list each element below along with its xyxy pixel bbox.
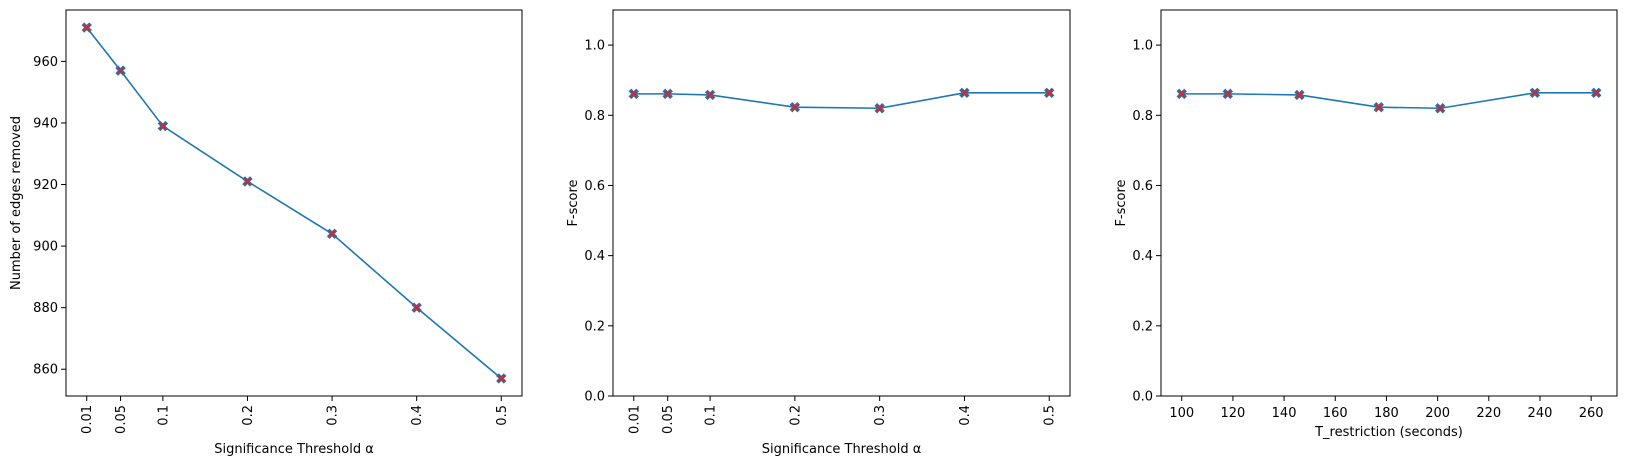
x-tick-label: 220 bbox=[1476, 406, 1501, 421]
x-tick-label: 0.4 bbox=[958, 405, 973, 426]
data-point-marker bbox=[1373, 101, 1384, 113]
data-point-marker bbox=[1529, 87, 1541, 99]
x-tick-label: 180 bbox=[1374, 406, 1399, 421]
data-point-marker bbox=[959, 87, 970, 99]
data-point-marker bbox=[326, 228, 338, 239]
data-point-marker bbox=[1434, 103, 1446, 114]
data-point-marker bbox=[704, 89, 716, 101]
y-tick-label: 960 bbox=[33, 55, 58, 70]
x-tick-label: 140 bbox=[1272, 406, 1297, 421]
data-point-marker bbox=[411, 302, 422, 313]
y-tick-label: 1.0 bbox=[584, 39, 605, 54]
x-axis-label: Significance Threshold α bbox=[214, 442, 374, 457]
data-point-marker bbox=[1176, 88, 1187, 100]
x-tick-label: 120 bbox=[1220, 406, 1245, 421]
y-tick-label: 920 bbox=[33, 178, 58, 193]
y-axis-label: F-score bbox=[1114, 179, 1129, 226]
y-tick-label: 0.0 bbox=[584, 390, 605, 405]
x-tick-label: 260 bbox=[1579, 406, 1604, 421]
y-tick-label: 0.2 bbox=[584, 319, 605, 334]
data-point-marker bbox=[1294, 89, 1305, 101]
axes-frame bbox=[65, 9, 523, 397]
axes-frame bbox=[612, 9, 1071, 397]
x-axis-label: Significance Threshold α bbox=[762, 442, 922, 457]
data-point-marker bbox=[242, 176, 253, 187]
chart-panel-2: 0.0 0.2 0.4 0.6 0.8 1.0 0.01 0.05 0.1 0.2 0.3 0.4 0.… bbox=[566, 9, 1071, 457]
y-tick-label: 1.0 bbox=[1132, 39, 1153, 54]
data-point-marker bbox=[1222, 88, 1233, 100]
y-tick-label: 0.6 bbox=[1132, 179, 1153, 194]
data-point-marker bbox=[1591, 87, 1602, 99]
y-tick-label: 880 bbox=[33, 301, 58, 316]
data-point-marker bbox=[157, 120, 169, 132]
y-tick-label: 0.2 bbox=[1132, 319, 1153, 334]
y-tick-label: 900 bbox=[33, 240, 58, 255]
axes-frame bbox=[1160, 9, 1618, 397]
x-tick-label: 0.01 bbox=[627, 405, 642, 434]
x-tick-label: 0.1 bbox=[156, 405, 171, 426]
y-tick-label: 0.8 bbox=[584, 109, 605, 124]
y-axis-label: F-score bbox=[566, 179, 581, 226]
y-tick-label: 0.8 bbox=[1132, 109, 1153, 124]
x-tick-label: 0.5 bbox=[1043, 405, 1058, 426]
x-tick-label: 0.2 bbox=[241, 405, 256, 426]
x-tick-label: 0.1 bbox=[704, 405, 719, 426]
x-axis-label: T_restriction (seconds) bbox=[1314, 425, 1463, 440]
y-tick-label: 0.0 bbox=[1132, 390, 1153, 405]
data-point-marker bbox=[789, 101, 801, 113]
data-point-marker bbox=[662, 88, 673, 100]
data-point-marker bbox=[1044, 87, 1055, 99]
data-point-marker bbox=[81, 22, 92, 33]
data-point-marker bbox=[874, 103, 885, 114]
data-point-marker bbox=[628, 88, 639, 100]
x-tick-label: 0.3 bbox=[873, 405, 888, 426]
x-tick-label: 200 bbox=[1425, 406, 1450, 421]
y-tick-label: 940 bbox=[33, 116, 58, 131]
x-tick-label: 100 bbox=[1169, 406, 1194, 421]
x-tick-label: 0.3 bbox=[326, 405, 341, 426]
x-tick-label: 240 bbox=[1528, 406, 1553, 421]
data-point-marker bbox=[496, 373, 507, 384]
y-tick-label: 860 bbox=[33, 363, 58, 378]
y-tick-label: 0.4 bbox=[1132, 249, 1153, 264]
x-tick-label: 0.01 bbox=[80, 405, 95, 434]
x-tick-label: 160 bbox=[1323, 406, 1348, 421]
x-tick-label: 0.5 bbox=[495, 405, 510, 426]
x-tick-label: 0.2 bbox=[788, 405, 803, 426]
chart-panel-1: 860 880 900 920 940 960 0.01 0.05 0.1 0.2 0.3 0.4 0.… bbox=[9, 9, 523, 457]
y-axis-label: Number of edges removed bbox=[9, 116, 24, 290]
x-tick-label: 0.05 bbox=[661, 405, 676, 434]
chart-panel-3: 0.0 0.2 0.4 0.6 0.8 1.0 100 120 140 160 180 200 220 2… bbox=[1114, 9, 1618, 440]
data-point-marker bbox=[115, 65, 126, 76]
x-tick-label: 0.05 bbox=[114, 405, 129, 434]
y-tick-label: 0.4 bbox=[584, 249, 605, 264]
x-tick-label: 0.4 bbox=[410, 405, 425, 426]
y-tick-label: 0.6 bbox=[584, 179, 605, 194]
